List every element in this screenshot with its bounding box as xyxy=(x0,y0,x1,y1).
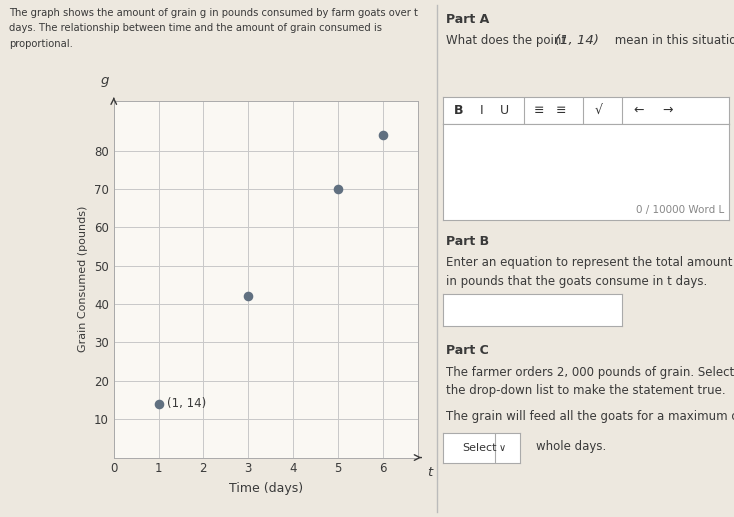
Text: I: I xyxy=(479,104,483,117)
Text: proportional.: proportional. xyxy=(9,39,73,49)
Text: 0 / 10000 Word L: 0 / 10000 Word L xyxy=(636,205,724,215)
Text: Enter an equation to represent the total amount of g: Enter an equation to represent the total… xyxy=(446,256,734,269)
Text: Part B: Part B xyxy=(446,235,490,248)
Text: whole days.: whole days. xyxy=(536,440,606,453)
X-axis label: Time (days): Time (days) xyxy=(229,482,303,495)
Text: (1, 14): (1, 14) xyxy=(555,34,599,47)
Text: ←: ← xyxy=(633,104,644,117)
Text: →: → xyxy=(662,104,672,117)
Text: Part A: Part A xyxy=(446,13,490,26)
Text: The graph shows the amount of grain g in pounds consumed by farm goats over t: The graph shows the amount of grain g in… xyxy=(9,8,418,18)
Text: ≡: ≡ xyxy=(533,104,544,117)
Text: in pounds that the goats consume in t days.: in pounds that the goats consume in t da… xyxy=(446,275,708,288)
Text: The farmer orders 2, 000 pounds of grain. Select fro: The farmer orders 2, 000 pounds of grain… xyxy=(446,366,734,378)
Text: U: U xyxy=(500,104,509,117)
Text: Select: Select xyxy=(462,443,496,453)
Point xyxy=(242,292,254,300)
Point xyxy=(377,131,388,140)
Text: √: √ xyxy=(595,104,603,117)
Point xyxy=(153,400,164,408)
Text: ≡: ≡ xyxy=(556,104,567,117)
Text: t: t xyxy=(427,466,433,479)
Text: mean in this situation?: mean in this situation? xyxy=(611,34,734,47)
Text: B: B xyxy=(454,104,463,117)
Text: What does the point: What does the point xyxy=(446,34,570,47)
Text: the drop-down list to make the statement true.: the drop-down list to make the statement… xyxy=(446,384,726,397)
Y-axis label: Grain Consumed (pounds): Grain Consumed (pounds) xyxy=(79,206,89,353)
Point xyxy=(332,185,344,193)
Text: g: g xyxy=(101,73,109,86)
Text: days. The relationship between time and the amount of grain consumed is: days. The relationship between time and … xyxy=(9,23,382,33)
Text: ∨: ∨ xyxy=(499,443,506,453)
Text: Part C: Part C xyxy=(446,344,489,357)
Text: (1, 14): (1, 14) xyxy=(167,398,206,410)
Text: The grain will feed all the goats for a maximum of: The grain will feed all the goats for a … xyxy=(446,410,734,423)
